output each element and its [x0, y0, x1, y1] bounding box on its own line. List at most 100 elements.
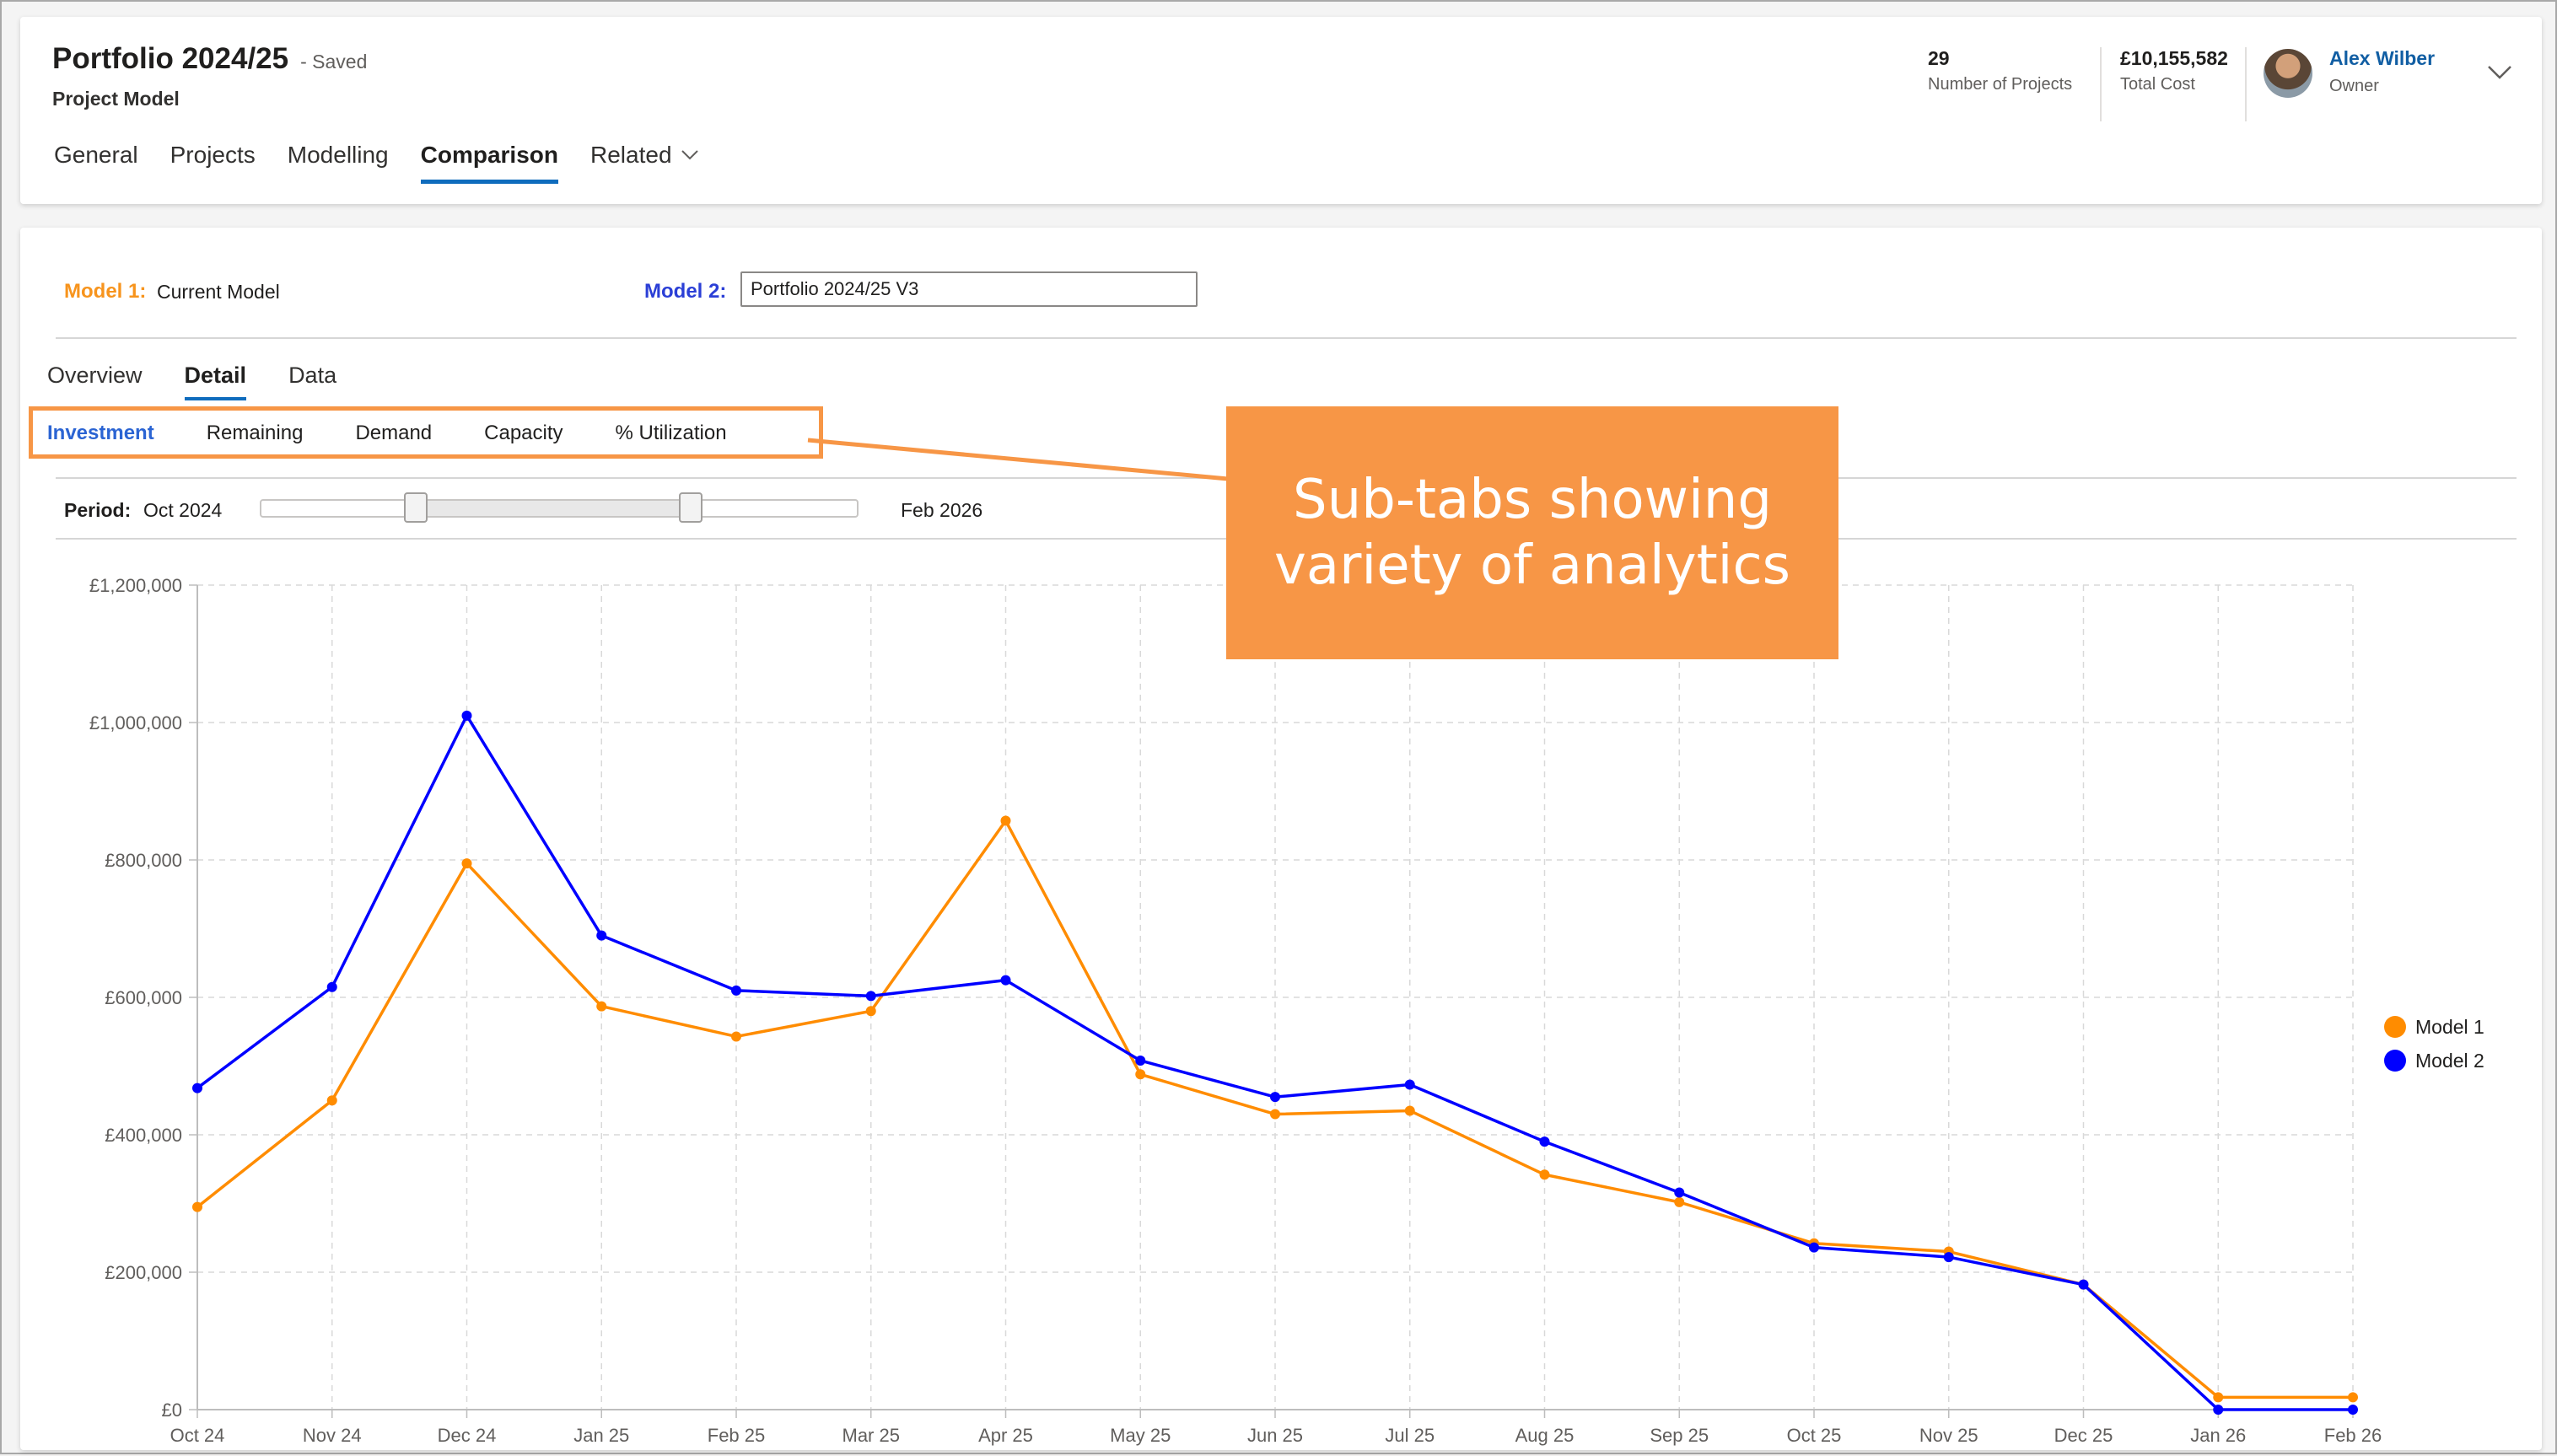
x-tick-label: Apr 25	[978, 1425, 1033, 1446]
data-point-model-2[interactable]	[192, 1083, 202, 1093]
tab-data[interactable]: Data	[288, 363, 337, 388]
data-point-model-2[interactable]	[1000, 975, 1011, 986]
y-tick-label: £1,000,000	[89, 712, 182, 733]
chevron-down-icon[interactable]	[2484, 57, 2515, 88]
data-point-model-1[interactable]	[1539, 1169, 1550, 1180]
tab-comparison[interactable]: Comparison	[420, 142, 559, 184]
chevron-down-icon	[681, 150, 698, 160]
legend-marker-model-2	[2384, 1050, 2406, 1072]
save-status: - Saved	[300, 51, 368, 73]
x-tick-label: Oct 25	[1787, 1425, 1842, 1446]
period-slider-start-handle[interactable]	[403, 492, 428, 523]
model2-input[interactable]	[740, 271, 1198, 307]
data-point-model-2[interactable]	[1270, 1092, 1280, 1103]
model2-label: Model 2:	[644, 280, 727, 303]
legend-label-model-2[interactable]: Model 2	[2415, 1050, 2484, 1072]
y-tick-label: £400,000	[105, 1125, 182, 1146]
data-point-model-1[interactable]	[596, 1001, 607, 1012]
data-point-model-2[interactable]	[2348, 1405, 2358, 1415]
data-point-model-1[interactable]	[1674, 1196, 1685, 1207]
main-tabs: General Projects Modelling Comparison Re…	[54, 142, 699, 184]
kpi-number-of-projects: 29 Number of Projects	[1928, 47, 2072, 94]
x-tick-label: Mar 25	[842, 1425, 900, 1446]
kpi-cost-label: Total Cost	[2120, 75, 2195, 94]
kpi-divider	[2245, 47, 2247, 121]
tab-overview[interactable]: Overview	[47, 363, 143, 388]
x-tick-label: Dec 24	[438, 1425, 497, 1446]
data-point-model-2[interactable]	[731, 985, 741, 996]
tab-projects-label: Projects	[170, 142, 256, 168]
x-tick-label: May 25	[1110, 1425, 1171, 1446]
data-point-model-1[interactable]	[1270, 1109, 1280, 1120]
data-point-model-2[interactable]	[461, 710, 472, 721]
period-start: Oct 2024	[143, 499, 223, 521]
data-point-model-1[interactable]	[326, 1095, 337, 1106]
data-point-model-2[interactable]	[865, 991, 876, 1002]
tab-modelling-label: Modelling	[287, 142, 389, 168]
y-tick-label: £800,000	[105, 850, 182, 871]
tab-projects[interactable]: Projects	[170, 142, 256, 184]
tab-general-label: General	[54, 142, 138, 168]
x-tick-label: Dec 25	[2054, 1425, 2113, 1446]
subtab-utilization[interactable]: % Utilization	[615, 422, 727, 444]
x-tick-label: Aug 25	[1515, 1425, 1575, 1446]
data-point-model-2[interactable]	[2213, 1405, 2224, 1415]
data-point-model-1[interactable]	[192, 1201, 202, 1212]
data-point-model-2[interactable]	[326, 981, 337, 992]
data-point-model-2[interactable]	[1539, 1136, 1550, 1147]
data-point-model-1[interactable]	[1135, 1069, 1146, 1080]
x-tick-label: Feb 26	[2324, 1425, 2382, 1446]
owner-block: Alex Wilber Owner	[2329, 47, 2435, 96]
data-point-model-1[interactable]	[2348, 1392, 2358, 1403]
tab-related[interactable]: Related	[590, 142, 699, 184]
data-point-model-2[interactable]	[1135, 1055, 1146, 1066]
x-tick-label: Jan 25	[573, 1425, 629, 1446]
data-point-model-2[interactable]	[1809, 1242, 1819, 1253]
annotation-callout: Sub-tabs showing variety of analytics	[1226, 406, 1838, 659]
model1-label: Model 1:	[64, 280, 147, 303]
tab-detail[interactable]: Detail	[184, 363, 246, 400]
y-tick-label: £600,000	[105, 987, 182, 1008]
data-point-model-1[interactable]	[865, 1006, 876, 1017]
data-point-model-1[interactable]	[2213, 1392, 2224, 1403]
data-point-model-2[interactable]	[1404, 1079, 1415, 1090]
x-tick-label: Feb 25	[708, 1425, 766, 1446]
kpi-cost-value: £10,155,582	[2120, 47, 2228, 69]
data-point-model-2[interactable]	[596, 930, 607, 941]
data-point-model-1[interactable]	[461, 858, 472, 869]
callout-line1: Sub-tabs showing	[1293, 468, 1772, 531]
data-point-model-2[interactable]	[1674, 1187, 1685, 1198]
data-point-model-1[interactable]	[731, 1031, 741, 1042]
tab-related-label: Related	[590, 142, 672, 168]
data-point-model-1[interactable]	[1000, 815, 1011, 826]
x-tick-label: Jan 26	[2190, 1425, 2246, 1446]
sub-tabs-highlight	[29, 406, 823, 459]
subtab-investment[interactable]: Investment	[47, 422, 154, 444]
data-point-model-2[interactable]	[1943, 1252, 1954, 1263]
tab-modelling[interactable]: Modelling	[288, 142, 389, 184]
data-point-model-2[interactable]	[2078, 1279, 2089, 1290]
subtab-capacity[interactable]: Capacity	[484, 422, 563, 444]
legend-marker-model-1	[2384, 1016, 2406, 1038]
model1-value: Current Model	[157, 281, 280, 303]
period-end: Feb 2026	[901, 499, 983, 521]
subtab-remaining[interactable]: Remaining	[206, 422, 304, 444]
x-tick-label: Jul 25	[1385, 1425, 1435, 1446]
kpi-projects-label: Number of Projects	[1928, 75, 2073, 94]
sub-tabs: Investment Remaining Demand Capacity % U…	[47, 422, 779, 445]
subtab-demand[interactable]: Demand	[355, 422, 433, 444]
legend-label-model-1[interactable]: Model 1	[2415, 1016, 2484, 1038]
title-row: Portfolio 2024/25 - Saved	[52, 42, 367, 76]
y-tick-label: £200,000	[105, 1262, 182, 1283]
period-slider-end-handle[interactable]	[679, 492, 703, 523]
y-tick-label: £0	[162, 1400, 182, 1421]
data-point-model-1[interactable]	[1404, 1105, 1415, 1116]
tab-general[interactable]: General	[54, 142, 138, 184]
owner-name-link[interactable]: Alex Wilber	[2329, 47, 2436, 69]
x-tick-label: Nov 25	[1919, 1425, 1978, 1446]
x-tick-label: Jun 25	[1247, 1425, 1303, 1446]
x-tick-label: Oct 24	[170, 1425, 225, 1446]
kpi-total-cost: £10,155,582 Total Cost	[2120, 47, 2228, 94]
